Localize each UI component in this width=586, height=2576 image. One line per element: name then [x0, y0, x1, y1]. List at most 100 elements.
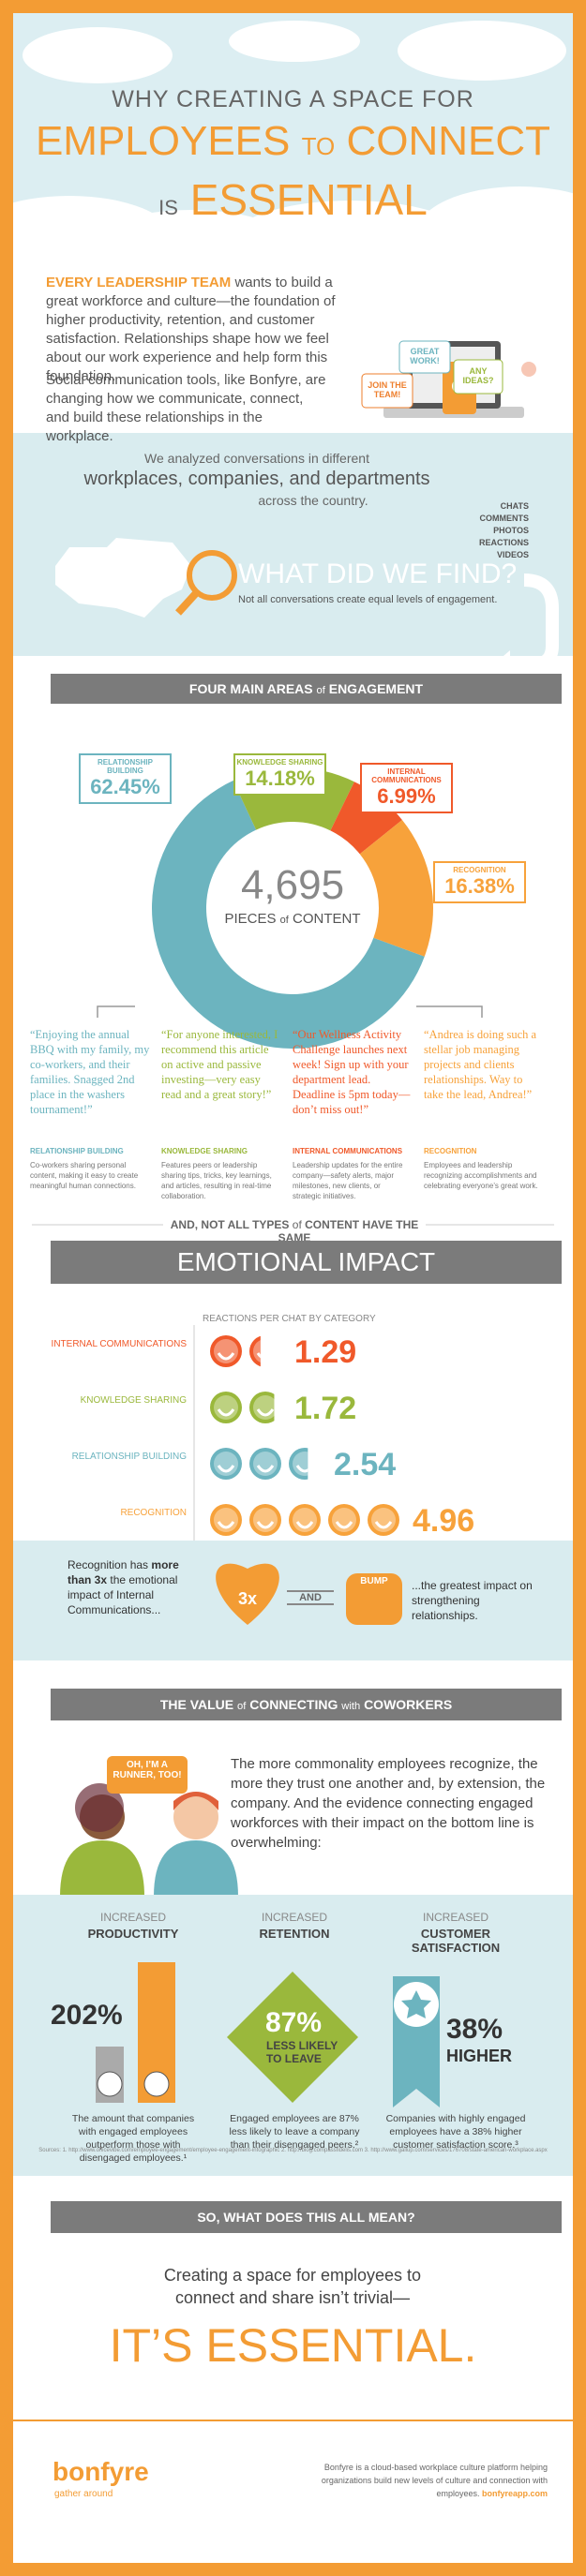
face-ring: [210, 1448, 242, 1480]
usa-map: [55, 538, 191, 618]
stat-figure: 202%: [51, 2000, 123, 2031]
stat-title: CUSTOMER SATISFACTION: [411, 1927, 501, 1955]
analysis-box: [13, 433, 573, 656]
impact-intro-text: of: [292, 1218, 302, 1231]
quote-desc: Leadership updates for the entire compan…: [293, 1161, 403, 1200]
face-inner: [214, 1395, 238, 1420]
stat-figure: 38%: [446, 2014, 503, 2045]
footer-text: Bonfyre is a cloud-based workplace cultu…: [294, 2461, 548, 2500]
area-name: INTERNAL COMMUNICATIONS: [371, 767, 442, 784]
area-label: INTERNAL COMMUNICATIONS 6.99%: [360, 763, 453, 813]
total-word: of: [279, 915, 289, 926]
row-label: INTERNAL COMMUNICATIONS: [51, 1339, 187, 1349]
face: [210, 1392, 242, 1423]
heart: [216, 1563, 279, 1625]
stat-figure: 87%: [264, 2007, 323, 2038]
stat-pre: INCREASED: [422, 1911, 488, 1924]
face: [210, 1335, 242, 1367]
area-value: 6.99%: [377, 784, 436, 808]
face-smile: [217, 1352, 235, 1361]
fist: [346, 1573, 402, 1625]
stat-sub: TO LEAVE: [266, 2052, 322, 2065]
face: [249, 1448, 281, 1480]
face-inner: [371, 1508, 396, 1532]
quote: “Enjoying the annual BBQ with my family,…: [30, 1028, 150, 1116]
face-smile: [256, 1352, 261, 1359]
analysis-note: Not all conversations create equal level…: [238, 594, 498, 605]
productivity-art: [96, 1962, 175, 2103]
clouds: [13, 21, 573, 285]
total-label: PIECES of CONTENT: [199, 911, 386, 927]
face-ring: [210, 1335, 242, 1367]
rec-text-part: more than 3x: [68, 1558, 179, 1586]
face-smile: [295, 1465, 308, 1473]
title-word: IS: [158, 196, 178, 219]
footer-link[interactable]: bonfyreapp.com: [481, 2489, 548, 2498]
stat-title: PRODUCTIVITY: [87, 1927, 179, 1941]
quote-title: RECOGNITION: [424, 1147, 477, 1155]
analysis-line: We analyzed conversations in different: [144, 451, 369, 466]
heart-label: 3x: [237, 1589, 258, 1608]
intro-text2: Social communication tools, like Bonfyre…: [46, 372, 326, 444]
quote: “Andrea is doing such a stellar job mana…: [424, 1028, 537, 1101]
face-smile: [217, 1465, 235, 1473]
arrow: [510, 573, 559, 671]
banner: SO, WHAT DOES THIS ALL MEAN?: [38, 2201, 575, 2241]
donut-segment: [152, 781, 425, 1049]
face-smile: [256, 1408, 275, 1417]
banner-text: of: [237, 1701, 247, 1712]
footer-rule: [13, 2420, 573, 2421]
face: [249, 1504, 281, 1536]
area-label: RECOGNITION 16.38%: [433, 861, 526, 903]
face-ring: [210, 1504, 242, 1536]
row-value: 4.96: [413, 1503, 474, 1539]
rec-text-part: Recognition has: [68, 1558, 149, 1571]
face-ring: [289, 1504, 321, 1536]
face-ring: [368, 1504, 399, 1536]
content-type: COMMENTS: [479, 514, 530, 523]
row-label: RECOGNITION: [120, 1508, 187, 1518]
banner-text: of: [316, 685, 325, 696]
face-inner: [293, 1508, 317, 1532]
content-types: CHATS COMMENTS PHOTOS REACTIONS VIDEOS: [463, 500, 529, 561]
area-name: KNOWLEDGE SHARING: [236, 758, 323, 767]
face: [368, 1504, 399, 1536]
face: [249, 1392, 275, 1423]
analysis-line: across the country.: [258, 493, 368, 508]
retention-art: [227, 1972, 358, 2103]
quote-title: INTERNAL COMMUNICATIONS: [293, 1147, 403, 1155]
stat-sub: HIGHER: [446, 2047, 513, 2065]
face-inner: [253, 1452, 278, 1476]
banner: EMOTIONAL IMPACT: [38, 1241, 575, 1291]
title-line2: EMPLOYEES TO CONNECT: [13, 118, 573, 165]
content-type: VIDEOS: [496, 550, 529, 559]
stat-sub: LESS LIKELY: [266, 2039, 338, 2052]
content-type: PHOTOS: [493, 526, 529, 535]
face-smile: [217, 1408, 235, 1417]
row-label: RELATIONSHIP BUILDING: [71, 1452, 187, 1462]
quote-desc: Features peers or leadership sharing tip…: [161, 1161, 272, 1200]
banner: FOUR MAIN AREAS of ENGAGEMENT: [38, 674, 575, 711]
intro-illustration: [361, 340, 536, 451]
face: [328, 1504, 360, 1536]
recognition-box: [13, 1541, 573, 1660]
row-value: 1.72: [294, 1391, 356, 1426]
stat-title: RETENTION: [259, 1927, 330, 1941]
area-name: RECOGNITION: [453, 866, 506, 874]
face: [210, 1448, 242, 1480]
panel: 1.29 1.72 2.54 4.96 WHY CREATING A SPACE FO…: [13, 13, 575, 2563]
face-smile: [374, 1521, 393, 1529]
reaction-faces: [210, 1448, 308, 1480]
people: [60, 1756, 238, 1897]
row-label: KNOWLEDGE SHARING: [80, 1395, 187, 1406]
face-inner: [214, 1339, 238, 1363]
face-inner: [214, 1452, 238, 1476]
face-ring: [249, 1448, 281, 1480]
rec-text-part: the emotional impact of Internal Communi…: [68, 1573, 178, 1616]
speech-bubble: OH, I’M A RUNNER, TOO!: [113, 1760, 182, 1780]
and: AND: [287, 1590, 334, 1605]
title-word: ESSENTIAL: [189, 175, 428, 224]
banner: THE VALUE of CONNECTING with COWORKERS: [38, 1689, 575, 1728]
face-ring: [210, 1392, 242, 1423]
